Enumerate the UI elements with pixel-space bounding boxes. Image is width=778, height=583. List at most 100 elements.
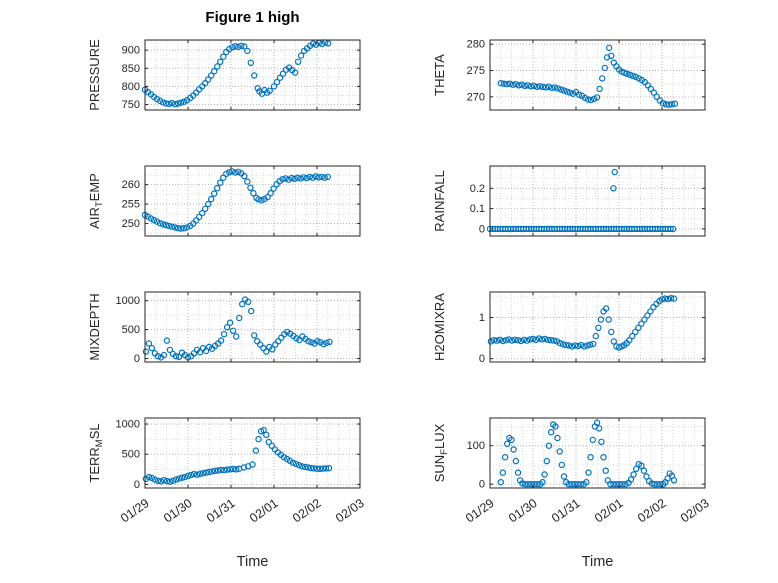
x-tick-label: 01/29 <box>463 496 497 525</box>
data-point <box>596 85 603 93</box>
data-point <box>319 465 327 472</box>
data-point <box>527 83 535 90</box>
data-point <box>524 82 532 89</box>
data-point <box>232 43 239 50</box>
y-axis-label-airtemp: AIRTEMP <box>87 173 105 229</box>
data-point <box>168 99 176 107</box>
y-axis-label-mixdepth: MIXDEPTH <box>87 293 102 360</box>
data-point <box>510 446 517 453</box>
data-point <box>613 481 620 488</box>
data-point <box>593 419 601 426</box>
data-point <box>257 341 264 348</box>
data-point <box>315 174 322 181</box>
data-point <box>195 213 203 221</box>
data-point <box>512 80 520 88</box>
data-point <box>232 169 239 176</box>
data-point <box>165 222 173 230</box>
data-point <box>601 64 609 72</box>
data-point <box>622 481 629 488</box>
data-point <box>207 72 215 79</box>
y-tick-label: 900 <box>122 45 140 57</box>
data-point <box>307 464 315 472</box>
axes-box <box>489 291 706 363</box>
data-point <box>568 481 575 488</box>
data-point <box>541 335 549 343</box>
data-series-pressure <box>142 39 332 108</box>
data-point <box>270 185 277 192</box>
data-point <box>301 463 309 471</box>
data-point <box>241 172 248 180</box>
subplot-terr-msl: 0 500 1000 TERRMSL 01/29 01/30 01/31 02/01 02/02… <box>87 417 367 525</box>
data-point <box>279 70 287 77</box>
data-point <box>220 331 228 338</box>
y-axis-label-rainfall: RAINFALL <box>432 170 447 231</box>
data-point <box>308 339 315 346</box>
data-point <box>650 89 658 96</box>
data-point <box>220 467 228 474</box>
data-point <box>250 72 258 79</box>
data-point <box>217 466 225 474</box>
y-tick-label: 0 <box>479 353 485 365</box>
data-point <box>556 448 563 455</box>
data-point <box>303 174 310 182</box>
data-point <box>605 316 612 323</box>
data-point <box>597 316 605 323</box>
data-point <box>496 336 504 343</box>
data-point <box>145 473 153 481</box>
data-point <box>232 466 240 473</box>
y-tick-label: 0.2 <box>470 183 485 195</box>
y-tick-label: 0 <box>479 223 485 235</box>
data-point <box>196 349 204 356</box>
data-point <box>153 218 161 225</box>
data-point <box>581 343 588 350</box>
data-point <box>534 481 541 488</box>
data-point <box>600 454 607 461</box>
data-point <box>240 464 248 471</box>
data-point <box>238 300 246 308</box>
data-point <box>504 440 511 447</box>
data-point <box>213 184 221 192</box>
data-point <box>305 338 312 345</box>
data-point <box>623 70 630 77</box>
data-point <box>585 469 592 476</box>
data-point <box>626 71 634 78</box>
data-point <box>171 224 179 231</box>
data-point <box>626 337 633 344</box>
data-point <box>266 87 273 95</box>
subplot-sun-flux: 0 100 SUNFLUX 01/29 01/30 01/31 02/01 02/02 02/0… <box>432 417 712 525</box>
data-point <box>538 336 546 343</box>
data-point <box>533 83 541 91</box>
data-point <box>633 465 640 472</box>
data-point <box>289 459 297 466</box>
data-point <box>568 343 576 350</box>
data-point <box>273 78 281 86</box>
data-point <box>619 481 626 488</box>
data-point <box>247 59 254 67</box>
subplot-h2omixra: 0 1 H2OMIXRA <box>432 291 706 365</box>
data-point <box>162 221 170 229</box>
data-point <box>323 339 330 347</box>
data-point <box>163 337 171 344</box>
data-point <box>325 465 333 472</box>
data-point <box>258 196 265 204</box>
axes-box <box>144 291 361 363</box>
data-point <box>545 83 553 91</box>
data-point <box>169 477 177 484</box>
data-point <box>566 89 574 96</box>
axes-background <box>145 292 360 362</box>
data-point <box>320 340 327 348</box>
data-point <box>557 86 565 93</box>
axes-box <box>489 39 706 111</box>
data-point <box>651 481 658 488</box>
data-point <box>202 347 210 355</box>
data-point <box>232 333 240 340</box>
data-point <box>502 337 510 344</box>
data-point <box>145 340 153 347</box>
y-axis-label-pressure: PRESSURE <box>87 39 102 111</box>
y-tick-label: 1 <box>479 312 485 324</box>
axes-background <box>490 40 705 110</box>
data-point <box>175 475 183 482</box>
data-series-terr-msl <box>142 426 333 485</box>
data-point <box>608 328 615 336</box>
